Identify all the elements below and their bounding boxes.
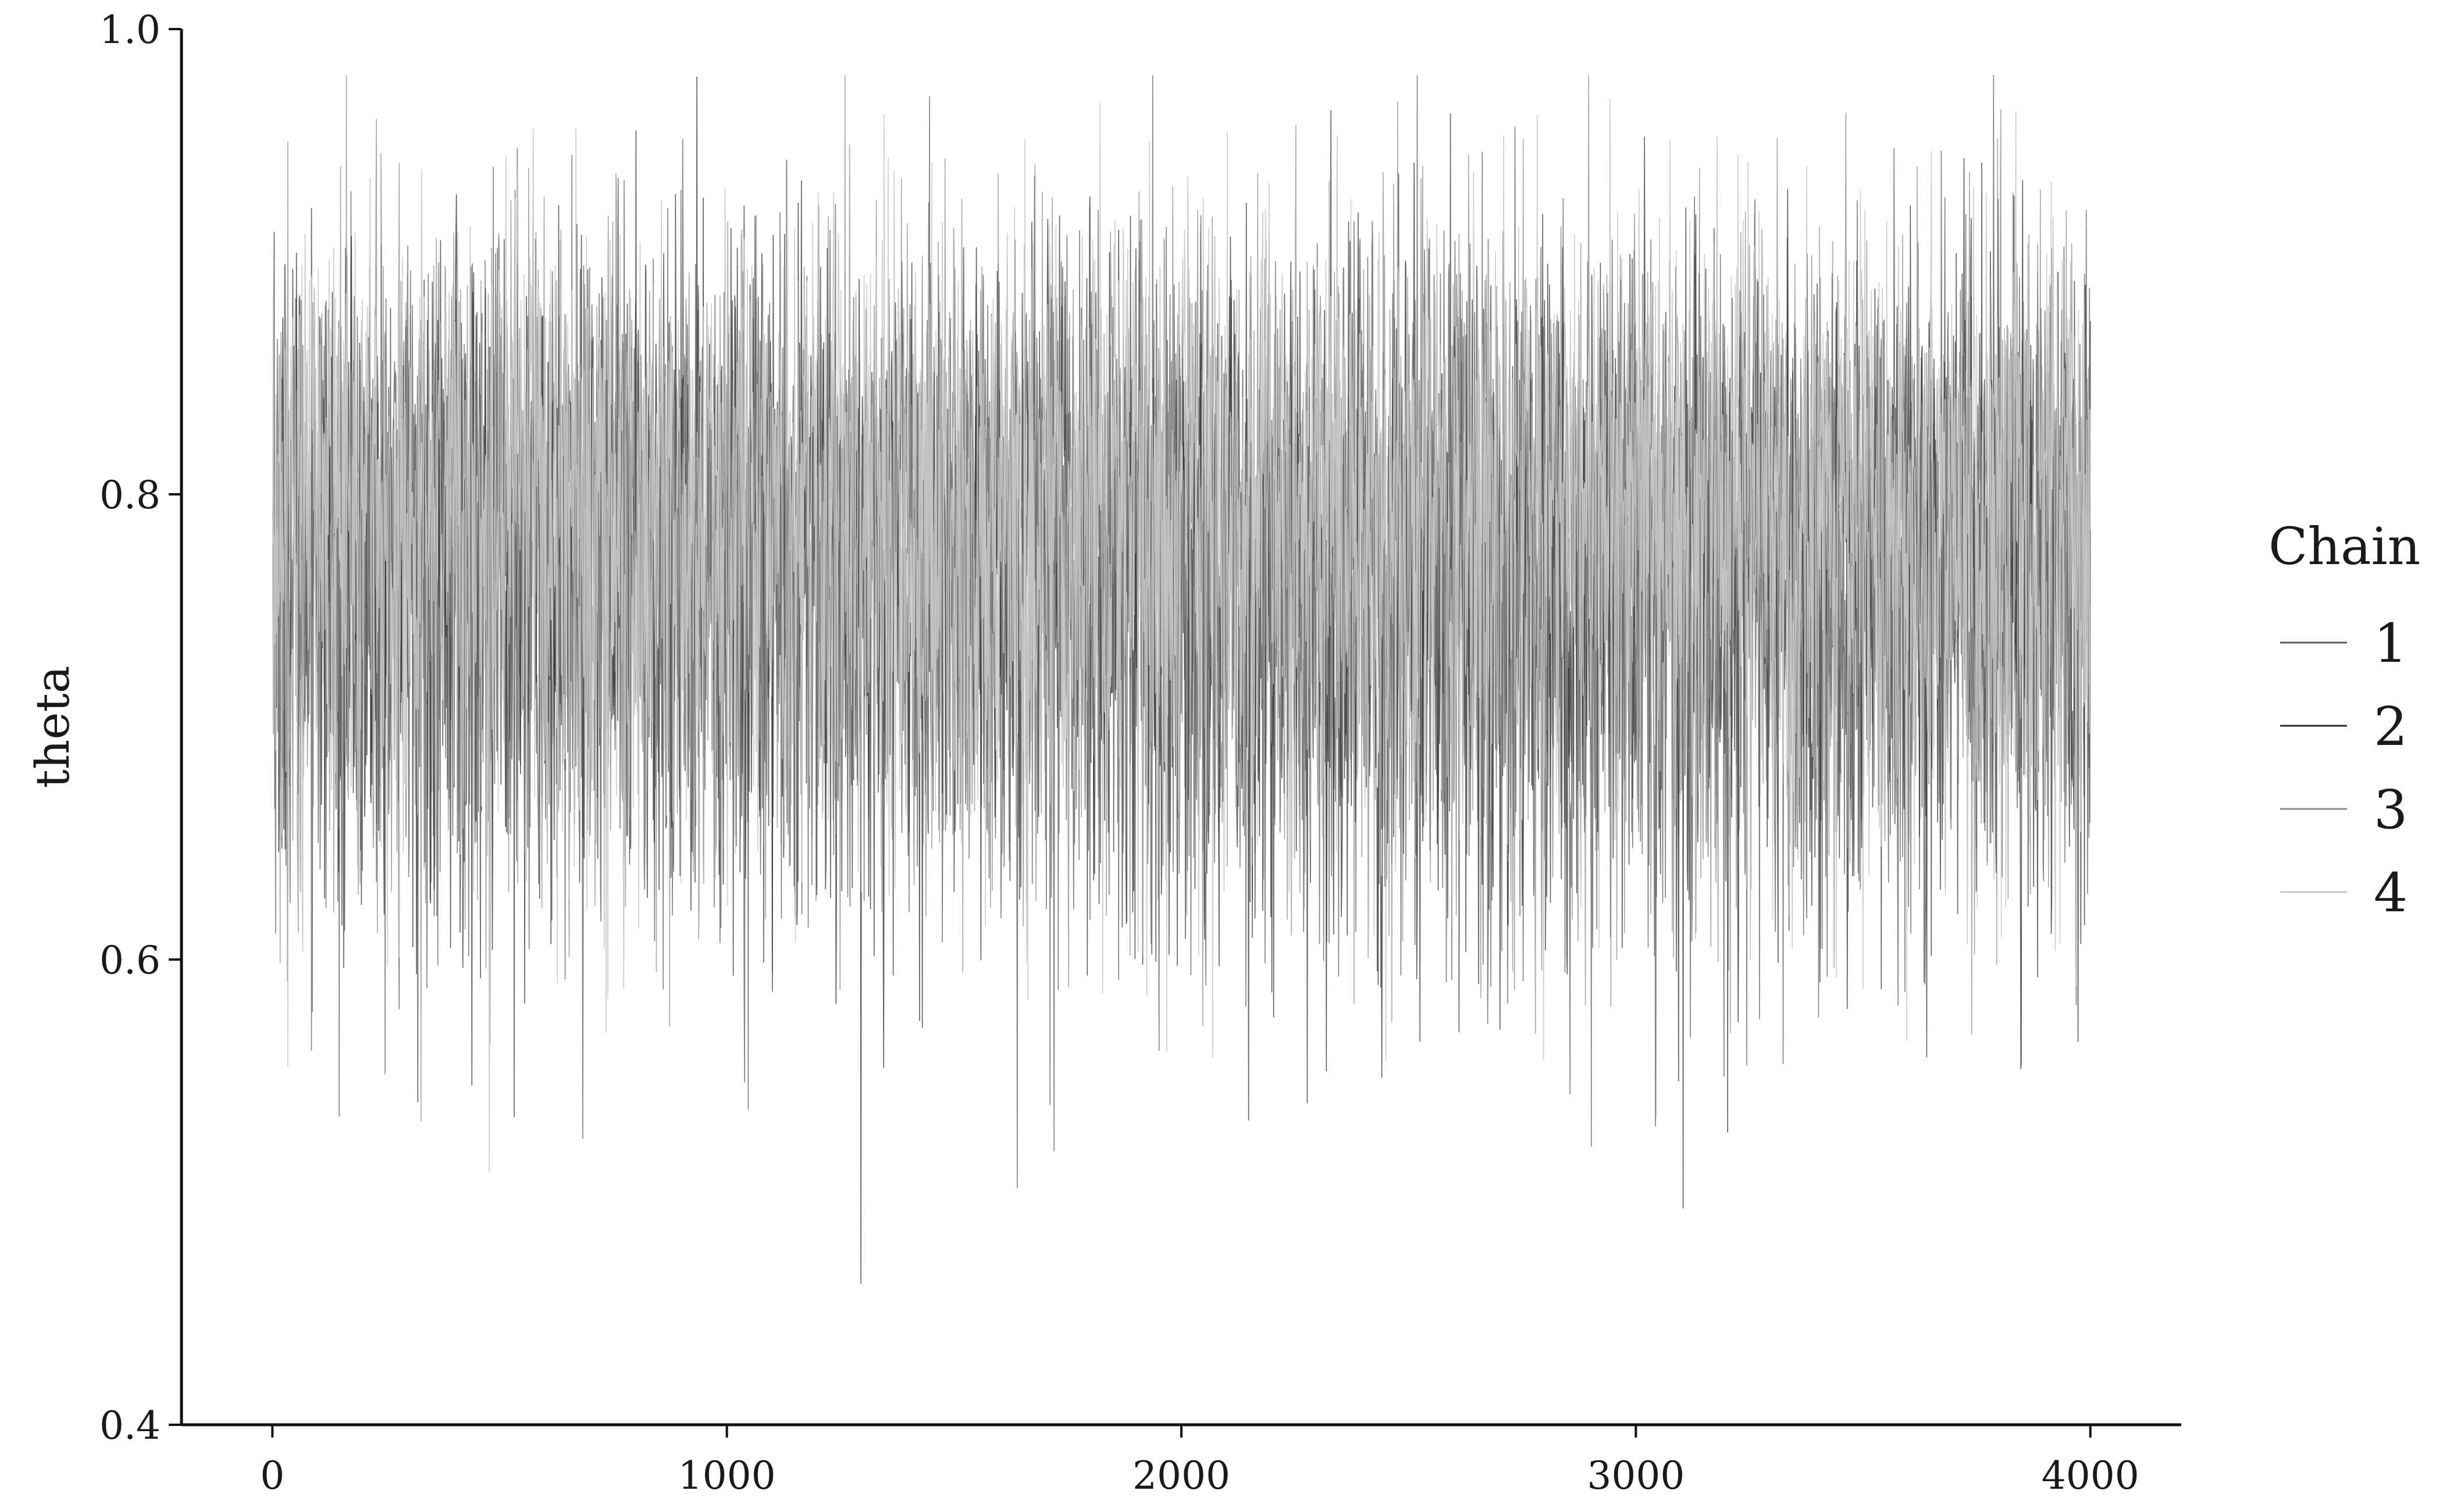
y-axis-label: theta <box>26 666 80 789</box>
legend: Chain 1 2 3 4 <box>2268 516 2420 924</box>
legend-label-chain-4: 4 <box>2374 862 2408 924</box>
series-layer <box>272 75 2091 1284</box>
y-tick-label: 0.4 <box>99 1403 161 1448</box>
x-tick-label: 1000 <box>678 1453 776 1498</box>
legend-label-chain-1: 1 <box>2374 612 2408 675</box>
x-tick-label: 3000 <box>1587 1453 1685 1498</box>
legend-label-chain-3: 3 <box>2374 779 2408 841</box>
legend-items: 1 2 3 4 <box>2280 612 2408 924</box>
x-axis-ticks: 0 1000 2000 3000 4000 <box>260 1425 2139 1498</box>
legend-title: Chain <box>2268 516 2420 576</box>
y-axis-ticks: 0.4 0.6 0.8 1.0 <box>99 8 181 1448</box>
x-tick-label: 4000 <box>2042 1453 2139 1498</box>
y-tick-label: 1.0 <box>99 8 161 52</box>
series-line-chain-4 <box>272 98 2091 1173</box>
y-tick-label: 0.6 <box>99 938 161 983</box>
x-tick-label: 0 <box>260 1453 284 1498</box>
legend-label-chain-2: 2 <box>2374 696 2408 758</box>
y-tick-label: 0.8 <box>99 473 161 518</box>
x-tick-label: 2000 <box>1133 1453 1230 1498</box>
